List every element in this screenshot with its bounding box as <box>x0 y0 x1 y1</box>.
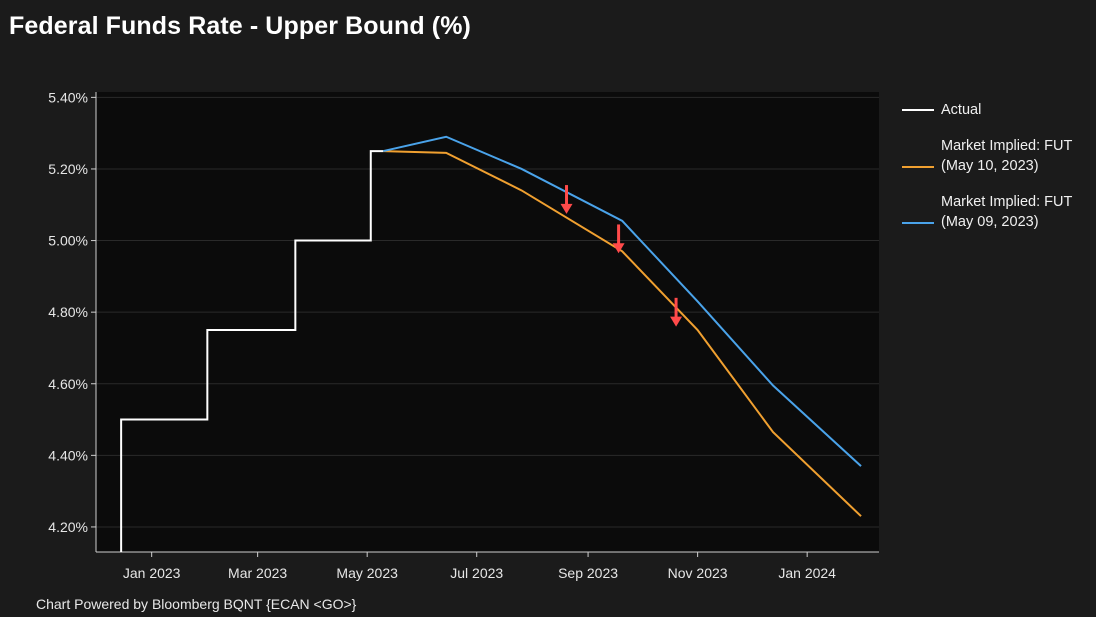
x-tick-label-3: Jul 2023 <box>450 565 503 581</box>
legend-item-may09[interactable]: Market Implied: FUT (May 09, 2023) <box>902 192 1094 232</box>
down-arrow-2 <box>670 297 683 327</box>
legend-label-may10: Market Implied: FUT (May 10, 2023) <box>941 138 1073 174</box>
x-axis-ticks: Jan 2023 Mar 2023 May 2023 Jul 2023 Sep 2023… <box>123 552 836 581</box>
legend-swatch-actual <box>902 109 934 111</box>
plot-area <box>96 92 879 552</box>
legend-item-actual[interactable]: Actual <box>902 100 1094 120</box>
x-tick-label-6: Jan 2024 <box>778 565 836 581</box>
legend-label-actual: Actual <box>941 102 982 118</box>
x-tick-label-2: May 2023 <box>336 565 398 581</box>
y-tick-label-5: 5.20% <box>48 161 88 177</box>
legend-label-may09: Market Implied: FUT (May 09, 2023) <box>941 194 1073 230</box>
grid-lines <box>96 96 879 528</box>
legend-item-may10[interactable]: Market Implied: FUT (May 10, 2023) <box>902 136 1094 176</box>
annotation-arrows <box>560 185 683 327</box>
chart-footer: Chart Powered by Bloomberg BQNT {ECAN <G… <box>36 596 357 612</box>
y-axis-ticks: 4.20% 4.40% 4.60% 4.80% 5.00% 5.20% 5.40% <box>48 89 96 535</box>
legend-swatch-may10 <box>902 166 934 168</box>
series-line-actual <box>120 150 384 552</box>
legend: Actual Market Implied: FUT (May 10, 2023… <box>902 100 1094 248</box>
y-tick-label-2: 4.60% <box>48 376 88 392</box>
x-tick-label-5: Nov 2023 <box>668 565 728 581</box>
x-tick-label-0: Jan 2023 <box>123 565 181 581</box>
y-tick-label-1: 4.40% <box>48 447 88 463</box>
chart-title: Federal Funds Rate - Upper Bound (%) <box>9 12 471 40</box>
legend-swatch-may09 <box>902 222 934 224</box>
y-tick-label-3: 4.80% <box>48 304 88 320</box>
down-arrow-0 <box>560 185 573 214</box>
series-line-market-implied-fut-may-09-2023 <box>383 135 862 467</box>
series-lines <box>120 135 862 552</box>
series-line-market-implied-fut-may-10-2023 <box>383 150 862 517</box>
x-tick-label-4: Sep 2023 <box>558 565 618 581</box>
y-tick-label-0: 4.20% <box>48 519 88 535</box>
x-tick-label-1: Mar 2023 <box>228 565 287 581</box>
y-tick-label-4: 5.00% <box>48 233 88 249</box>
y-tick-label-6: 5.40% <box>48 89 88 105</box>
down-arrow-1 <box>612 224 625 254</box>
